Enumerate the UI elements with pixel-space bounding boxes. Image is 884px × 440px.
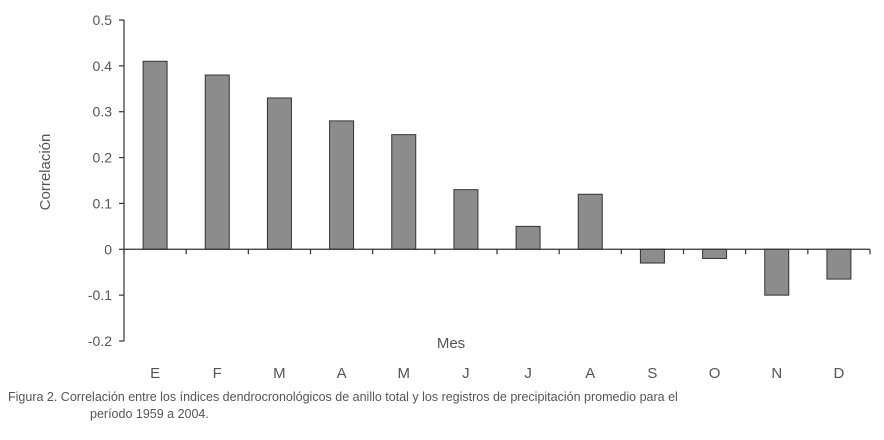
bar-9	[639, 248, 665, 264]
y-tick-label: 0	[104, 241, 112, 257]
bar-3	[266, 97, 292, 250]
y-tick-label: -0.2	[88, 333, 112, 349]
bar-10	[702, 248, 728, 259]
bar-11	[764, 248, 790, 296]
x-axis-title: Mes	[437, 335, 465, 352]
figure-caption: Figura 2. Correlación entre los índices …	[8, 389, 880, 423]
x-category-label: F	[213, 365, 222, 382]
y-tick-label: -0.1	[88, 287, 112, 303]
y-axis-title: Correlación	[37, 134, 54, 211]
caption-line-2: período 1959 a 2004.	[90, 407, 209, 421]
x-category-label: M	[398, 365, 411, 382]
x-category-label: A	[337, 365, 347, 382]
y-tick-label: 0.3	[93, 104, 113, 120]
x-category-label: J	[524, 365, 532, 382]
bar-4	[329, 120, 355, 250]
bar-8	[577, 193, 603, 250]
bar-2	[204, 74, 230, 250]
x-category-label: E	[150, 365, 160, 382]
y-tick-label: 0.5	[93, 12, 113, 28]
x-category-label: A	[585, 365, 595, 382]
x-category-label: N	[771, 365, 782, 382]
bar-12	[826, 248, 852, 280]
x-category-label: D	[833, 365, 844, 382]
bars	[142, 60, 852, 296]
x-category-label: J	[462, 365, 470, 382]
y-tick-label: 0.1	[93, 195, 113, 211]
x-category-label: S	[647, 365, 657, 382]
x-category-label: O	[709, 365, 721, 382]
bar-7	[515, 225, 541, 250]
y-tick-label: 0.4	[93, 58, 113, 74]
caption-line-1: Figura 2. Correlación entre los índices …	[8, 390, 678, 404]
y-axis: 0.5 0.4 0.3 0.2 0.1 0 -0.1 -0.2	[88, 12, 125, 349]
bar-5	[391, 134, 417, 250]
bar-6	[453, 189, 479, 250]
x-category-label: M	[273, 365, 286, 382]
y-tick-label: 0.2	[93, 150, 113, 166]
bar-1	[142, 60, 168, 250]
correlation-bar-chart: 0.5 0.4 0.3 0.2 0.1 0 -0.1 -0.2 E F M A M J J A S O N D Co…	[37, 12, 871, 382]
